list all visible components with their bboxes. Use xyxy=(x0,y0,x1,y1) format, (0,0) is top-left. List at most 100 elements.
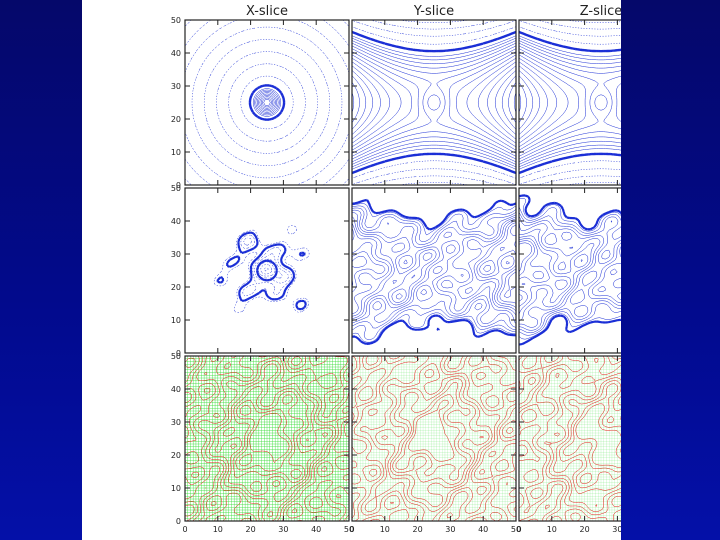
contour-line xyxy=(544,358,621,512)
contour-line xyxy=(216,51,318,154)
contour-line xyxy=(352,51,516,154)
contour-line xyxy=(352,92,516,113)
contour-line xyxy=(519,216,621,331)
contour-line xyxy=(528,377,536,385)
x-tick-label: 0 xyxy=(349,525,354,534)
y-tick-label: 30 xyxy=(171,418,181,427)
contour-line xyxy=(228,63,306,142)
contour-line xyxy=(537,20,621,185)
contour-line xyxy=(575,403,621,468)
y-tick-label: 10 xyxy=(171,484,181,493)
y-tick-label: 20 xyxy=(171,451,181,460)
contour-line xyxy=(185,357,349,517)
contour-line xyxy=(352,40,516,165)
contour-line xyxy=(519,48,621,157)
contour-line xyxy=(185,20,349,185)
y-tick-label: 10 xyxy=(171,148,181,157)
x-tick-label: 30 xyxy=(612,525,621,534)
bold-contour xyxy=(216,231,307,311)
contour-grid-svg: X-slice Y-slice Z-slice 010203040500102030… xyxy=(171,4,621,534)
contour-line xyxy=(519,42,621,163)
x-tick-label: 20 xyxy=(413,525,423,534)
contour-line xyxy=(263,98,271,107)
contour-line xyxy=(260,264,272,275)
x-tick-label: 40 xyxy=(478,525,488,534)
contour-line xyxy=(519,51,621,154)
contour-line xyxy=(519,356,621,521)
contour-line xyxy=(352,224,516,304)
contour-line xyxy=(352,207,516,331)
contour-line xyxy=(252,88,282,117)
y-tick-label: 10 xyxy=(171,316,181,325)
contour-line xyxy=(223,370,306,492)
contour-line xyxy=(519,45,621,160)
contour-line xyxy=(375,363,493,512)
column-title: X-slice xyxy=(246,4,288,19)
contour-line xyxy=(240,234,292,297)
x-tick-label: 0 xyxy=(182,525,187,534)
y-tick-label: 40 xyxy=(171,49,181,58)
contour-line xyxy=(213,225,310,313)
contour-line xyxy=(352,222,516,315)
contour-line xyxy=(519,238,583,307)
contour-line xyxy=(566,20,621,185)
contour-panel: 0 10 20 30 40 50 xyxy=(349,355,521,534)
bold-contour xyxy=(519,30,621,175)
contour-line xyxy=(185,356,349,521)
x-tick-label: 10 xyxy=(547,525,557,534)
contour-line xyxy=(259,94,275,111)
contour-line xyxy=(519,70,541,135)
contour-line xyxy=(519,61,558,144)
contour-line xyxy=(352,220,516,317)
y-tick-label: 30 xyxy=(171,250,181,259)
contour-line xyxy=(519,54,579,151)
contour-line xyxy=(352,61,516,144)
y-tick-label: 30 xyxy=(171,82,181,91)
contour-panel xyxy=(518,19,621,186)
contour-line xyxy=(203,39,331,166)
y-tick-label: 0 xyxy=(176,349,181,358)
contour-panel xyxy=(351,187,517,354)
column-title: Y-slice xyxy=(413,4,454,19)
contour-line xyxy=(395,394,467,481)
panel-frame xyxy=(351,187,517,354)
contour-line xyxy=(399,20,469,185)
contour-line xyxy=(256,92,278,113)
contour-line xyxy=(258,93,276,112)
panel-frame xyxy=(518,355,621,522)
contour-line xyxy=(519,356,621,521)
y-tick-label: 40 xyxy=(171,385,181,394)
contour-line xyxy=(352,70,516,135)
contour-line xyxy=(185,20,349,185)
x-tick-label: 40 xyxy=(311,525,321,534)
contour-line xyxy=(258,261,276,277)
contour-line xyxy=(352,45,516,160)
bold-contour xyxy=(352,30,516,175)
contour-line xyxy=(352,356,516,521)
x-tick-label: 50 xyxy=(344,525,354,534)
panel-frame xyxy=(351,19,517,186)
contour-line xyxy=(240,75,294,130)
panel-frame xyxy=(518,187,621,354)
contour-line xyxy=(352,48,516,157)
x-tick-label: 30 xyxy=(445,525,455,534)
panel-frame xyxy=(351,355,517,522)
column-title: Z-slice xyxy=(580,4,621,19)
y-tick-label: 20 xyxy=(171,283,181,292)
contour-line xyxy=(392,382,484,485)
contour-line xyxy=(352,37,516,168)
contour-line xyxy=(559,380,621,489)
contour-line xyxy=(191,26,343,179)
contour-line xyxy=(235,394,302,479)
contour-line xyxy=(352,57,516,148)
contour-line xyxy=(521,356,621,521)
contour-line xyxy=(519,212,621,334)
contour-line xyxy=(260,96,274,109)
contour-line xyxy=(519,92,522,113)
contour-line xyxy=(208,360,333,521)
contour-panel xyxy=(518,187,621,354)
contour-line xyxy=(352,82,516,123)
contour-line xyxy=(519,221,621,328)
contour-line xyxy=(352,20,516,185)
contour-line xyxy=(262,97,272,108)
